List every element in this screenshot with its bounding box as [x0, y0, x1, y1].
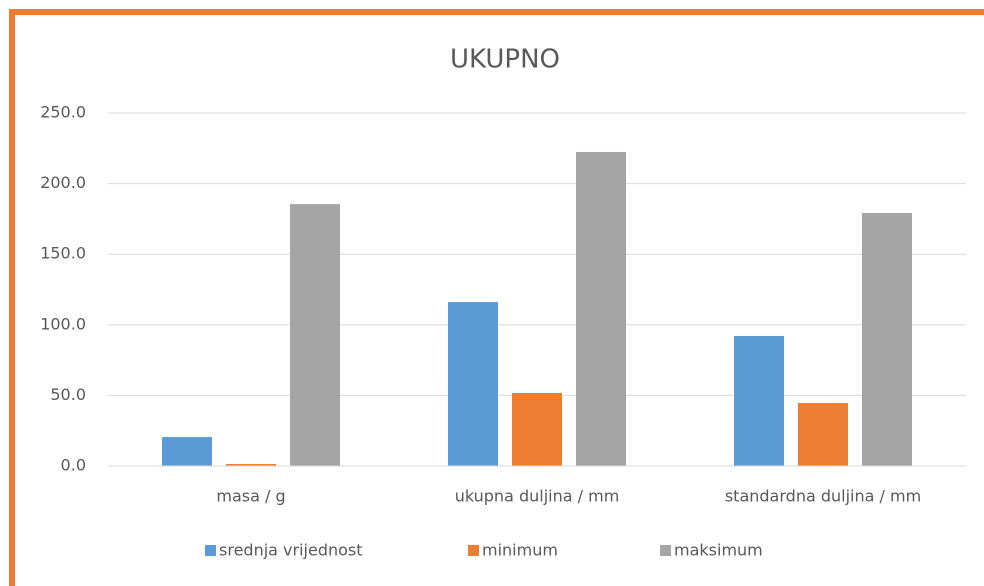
bar [290, 204, 340, 466]
bar [162, 437, 212, 466]
y-tick-label: 200.0 [40, 173, 86, 192]
x-tick-label: ukupna duljina / mm [455, 487, 620, 506]
legend-label: srednja vrijednost [219, 541, 363, 560]
y-tick-label: 150.0 [40, 244, 86, 263]
bar [512, 392, 562, 466]
legend-swatch [205, 545, 216, 556]
bar [226, 464, 276, 466]
legend-label: maksimum [674, 541, 763, 560]
legend-swatch [660, 545, 671, 556]
bar [448, 302, 498, 466]
chart-title: UKUPNO [450, 45, 560, 75]
y-tick-label: 100.0 [40, 314, 86, 333]
legend-label: minimum [482, 541, 558, 560]
bar [576, 151, 626, 467]
y-tick-label: 0.0 [61, 456, 86, 475]
x-tick-label: masa / g [216, 487, 285, 506]
y-tick-label: 50.0 [50, 385, 86, 404]
bar [734, 335, 784, 466]
frame [9, 9, 984, 586]
y-tick-label: 250.0 [40, 103, 86, 122]
bar [862, 212, 912, 466]
x-tick-label: standardna duljina / mm [725, 487, 921, 506]
legend-swatch [468, 545, 479, 556]
bar [798, 403, 848, 466]
